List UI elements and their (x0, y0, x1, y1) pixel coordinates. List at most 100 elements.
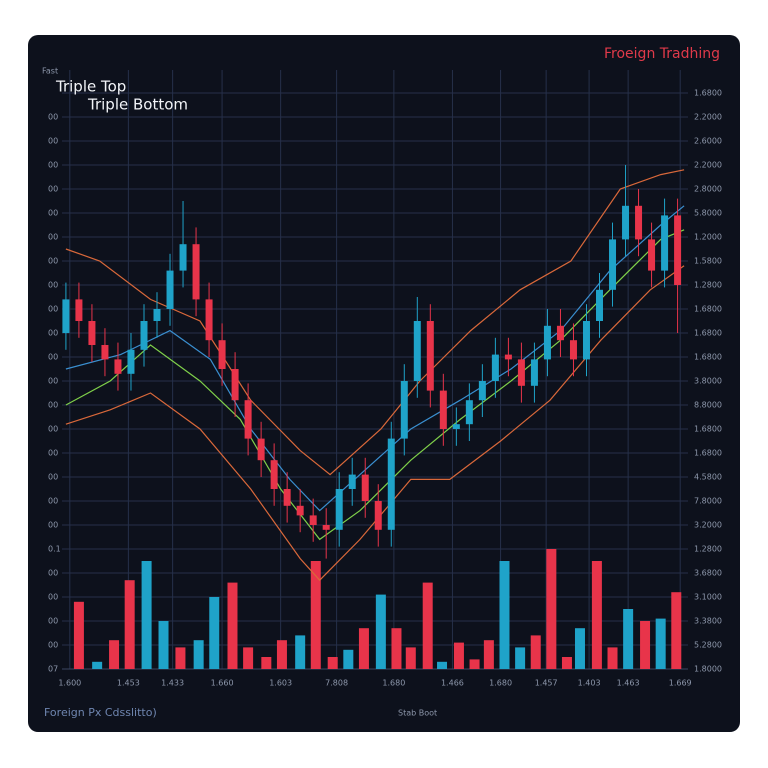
candle-body (661, 215, 669, 271)
y2-tick-label: 00 (48, 305, 58, 314)
volume-bar (499, 561, 510, 669)
volume-bar (243, 647, 254, 669)
indicator-line (65, 205, 685, 512)
volume-bar (358, 628, 369, 669)
candle-body (582, 321, 590, 360)
candle-body (556, 325, 564, 341)
y-tick-label: 5.8000 (694, 209, 722, 218)
candle-body (569, 340, 577, 360)
candle-body (387, 438, 395, 530)
volume-bar (437, 661, 448, 669)
y2-tick-label: 00 (48, 497, 58, 506)
y2-tick-label: 00 (48, 113, 58, 122)
x-tick-label: 1.453 (117, 679, 140, 688)
y-tick-label: 2.6000 (694, 137, 722, 146)
candle-body (465, 400, 473, 425)
footer: Stab Boot (398, 709, 437, 718)
x-tick-label: 1.660 (211, 679, 234, 688)
marks (62, 165, 685, 669)
x-tick-label: 1.669 (669, 679, 692, 688)
y2-tick-label: 00 (48, 353, 58, 362)
candle-body (283, 489, 291, 506)
y-tick-label: 1.6800 (694, 329, 722, 338)
volume-bar (546, 549, 557, 669)
volume-bar (422, 582, 433, 669)
y-tick-label: 1.6800 (694, 305, 722, 314)
grid (62, 70, 688, 670)
y-tick-label: 1.8000 (694, 665, 722, 674)
volume-bar (375, 594, 386, 669)
candle-body (504, 354, 512, 360)
y2-tick-label: 00 (48, 473, 58, 482)
y2-tick-label: 00 (48, 617, 58, 626)
volume-bar (327, 657, 338, 669)
panel (28, 35, 740, 732)
candle-body (400, 381, 408, 439)
x-tick-label: 1.680 (489, 679, 512, 688)
y2-tick-label: 07 (48, 665, 58, 674)
candle-body (530, 359, 538, 386)
volume-bar (310, 561, 321, 669)
y-tick-label: 3.1000 (694, 593, 722, 602)
x-tick-label: 1.457 (535, 679, 558, 688)
candle-body (270, 460, 278, 489)
y-tick-label: 1.2800 (694, 545, 722, 554)
candle-body (218, 340, 226, 369)
volume-bar (227, 582, 238, 669)
volume-bar (405, 647, 416, 669)
x-tick-label: 1.603 (269, 679, 292, 688)
y2-tick-label: 00 (48, 233, 58, 242)
candle-body (543, 325, 551, 360)
y2-tick-label: 00 (48, 449, 58, 458)
candle-body (361, 474, 369, 501)
y2-tick-label: 00 (48, 521, 58, 530)
y2-tick-label: 00 (48, 209, 58, 218)
candle-body (140, 321, 148, 350)
y-tick-label: 3.6800 (694, 569, 722, 578)
volume-bar (92, 661, 103, 669)
annotation: Triple Bottom (87, 96, 188, 114)
candle-body (205, 299, 213, 341)
candle-body (257, 438, 265, 461)
volume-bar (343, 649, 354, 669)
y-tick-label: 1.2000 (694, 233, 722, 242)
volume-bar (655, 618, 666, 669)
volume-bar (391, 628, 402, 669)
volume-bar (623, 609, 634, 669)
candle-body (114, 359, 122, 374)
candle-body (413, 321, 421, 381)
y2-tick-label: 00 (48, 377, 58, 386)
volume-bar (193, 640, 204, 669)
candle-body (609, 239, 617, 290)
y2-tick-label: 00 (48, 185, 58, 194)
candle-body (426, 321, 434, 391)
volume-bar (109, 640, 120, 669)
candle-body (335, 489, 343, 530)
x-tick-label: 1.466 (441, 679, 464, 688)
y-tick-label: 1.6800 (694, 425, 722, 434)
volume-bar (295, 635, 306, 669)
y-tick-label: 2.2000 (694, 113, 722, 122)
candle-body (62, 299, 70, 333)
y-tick-label: 2.8000 (694, 185, 722, 194)
candle-body (75, 299, 83, 321)
volume-bar (276, 640, 287, 669)
x-tick-label: 1.600 (58, 679, 81, 688)
candle-body (348, 474, 356, 489)
candle-body (596, 289, 604, 321)
y-tick-label: 1.2800 (694, 281, 722, 290)
candle-body (374, 501, 382, 530)
indicator-line (65, 265, 685, 582)
x-tick-label: 1.403 (578, 679, 601, 688)
y2-tick-label: 00 (48, 161, 58, 170)
candle-body (296, 505, 304, 516)
y2-axis-label: Fast (42, 67, 58, 76)
y2-tick-label: 00 (48, 593, 58, 602)
x-tick-label: 1.680 (382, 679, 405, 688)
y-tick-label: 3.2000 (694, 521, 722, 530)
volume-bar (607, 647, 618, 669)
volume-bar (209, 597, 220, 669)
candle-body (478, 381, 486, 401)
candle-body (635, 205, 643, 240)
volume-bar (574, 628, 585, 669)
